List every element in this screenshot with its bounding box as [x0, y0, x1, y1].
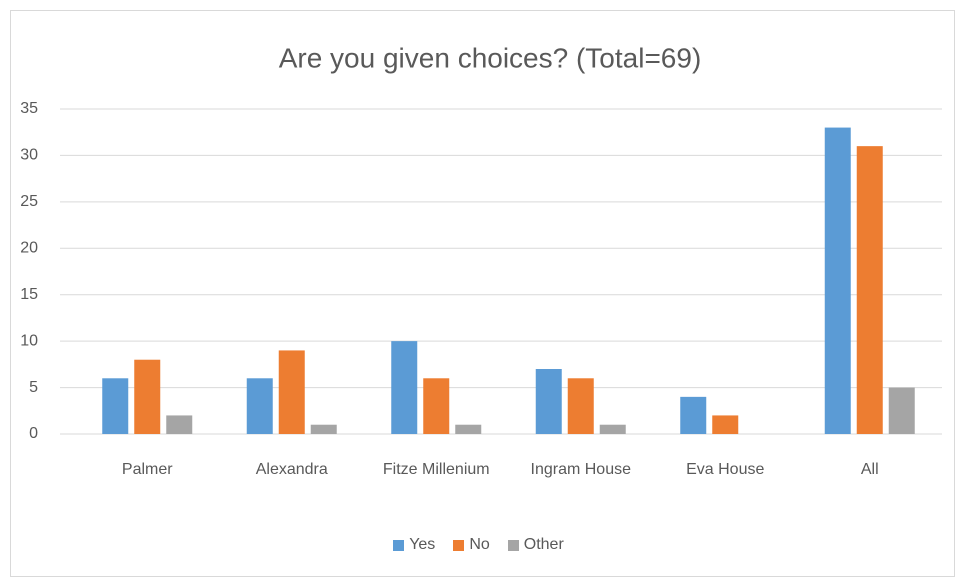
x-tick-label: Palmer [121, 461, 173, 478]
bar [246, 378, 273, 434]
y-tick-label: 10 [20, 332, 38, 349]
y-tick-label: 20 [20, 240, 38, 257]
legend-item: No [453, 536, 490, 554]
chart-title: Are you given choices? (Total=69) [279, 42, 702, 73]
legend-swatch [393, 539, 405, 551]
bar [455, 424, 482, 434]
legend-label: No [469, 536, 490, 553]
bar [102, 378, 129, 434]
x-tick-label: Fitze Millenium [382, 461, 490, 478]
legend-label: Yes [409, 536, 436, 553]
bar [535, 369, 562, 434]
y-tick-label: 5 [29, 379, 38, 396]
x-tick-label: Eva House [686, 461, 765, 478]
bar [824, 127, 851, 435]
bar [310, 424, 337, 434]
bar [134, 359, 161, 434]
y-tick-label: 30 [20, 147, 38, 164]
bar [680, 396, 707, 434]
x-tick-label: All [860, 461, 879, 478]
bar [423, 378, 450, 434]
legend-item: Yes [393, 536, 435, 554]
legend-swatch [453, 539, 465, 551]
legend-label: Other [523, 536, 564, 553]
bar [278, 350, 305, 434]
bar [391, 341, 418, 434]
x-tick-label: Ingram House [530, 461, 632, 478]
bar [856, 146, 883, 434]
bar [567, 378, 594, 434]
y-tick-label: 0 [29, 425, 38, 442]
legend-item: Other [507, 536, 564, 554]
y-tick-label: 15 [20, 286, 38, 303]
bar [712, 415, 739, 434]
y-tick-label: 35 [20, 100, 38, 117]
y-tick-label: 25 [20, 193, 38, 210]
legend: Yes No Other [0, 536, 957, 554]
legend-swatch [507, 539, 519, 551]
x-tick-label: Alexandra [255, 461, 328, 478]
chart-border [10, 10, 955, 577]
bar [599, 424, 626, 434]
bar [166, 415, 193, 434]
bar [888, 387, 915, 434]
